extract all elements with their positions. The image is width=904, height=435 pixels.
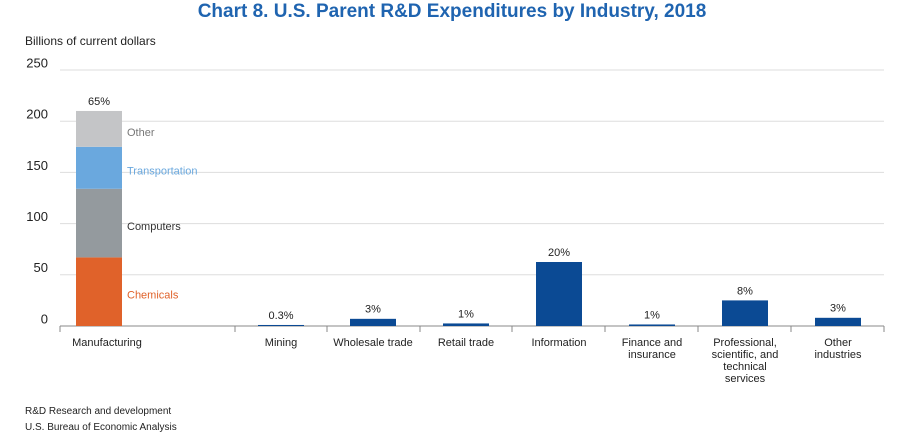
segment-label: Chemicals [127, 290, 179, 302]
bar [258, 324, 304, 326]
y-tick-label: 200 [26, 107, 48, 122]
share-label: 1% [458, 308, 474, 320]
bar-segment [76, 146, 122, 189]
segment-label: Computers [127, 221, 181, 233]
x-ticks [59, 326, 885, 332]
share-label: 3% [365, 304, 381, 316]
x-tick-label: Other industries [814, 337, 862, 361]
bar-segment [76, 257, 122, 326]
share-label: 8% [737, 285, 753, 297]
x-tick-label: Wholesale trade [333, 337, 413, 349]
bar [722, 300, 768, 326]
bar [443, 323, 489, 326]
y-axis-label: Billions of current dollars [25, 34, 156, 48]
y-tick-label: 50 [34, 260, 48, 275]
x-tick-label: Finance and insurance [621, 337, 683, 361]
segment-label: Other [127, 127, 155, 139]
bar [536, 262, 582, 326]
note: R&D Research and development [25, 406, 172, 417]
share-label: 3% [830, 303, 846, 315]
x-tick-label: Mining [264, 337, 298, 349]
segment-label: Transportation [127, 166, 198, 178]
y-tick-label: 250 [26, 55, 48, 70]
y-tick-label: 0 [41, 311, 48, 326]
y-tick-label: 100 [26, 209, 48, 224]
chart-title: Chart 8. U.S. Parent R&D Expenditures by… [198, 1, 707, 22]
bar [629, 324, 675, 326]
share-label: 0.3% [268, 310, 293, 322]
bar-segment [76, 188, 122, 258]
y-tick-label: 150 [26, 158, 48, 173]
share-label: 20% [548, 247, 570, 259]
x-tick-label: Information [531, 337, 587, 349]
note: U.S. Bureau of Economic Analysis [25, 422, 177, 433]
bar [350, 318, 396, 326]
x-tick-label: Professional, scientific, and technical … [711, 337, 779, 385]
share-label: 1% [644, 309, 660, 321]
x-tick-label: Retail trade [437, 337, 495, 349]
x-tick-label: Manufacturing [72, 337, 142, 349]
bar [815, 317, 861, 326]
share-label: 65% [88, 96, 110, 108]
bar-segment [76, 110, 122, 147]
